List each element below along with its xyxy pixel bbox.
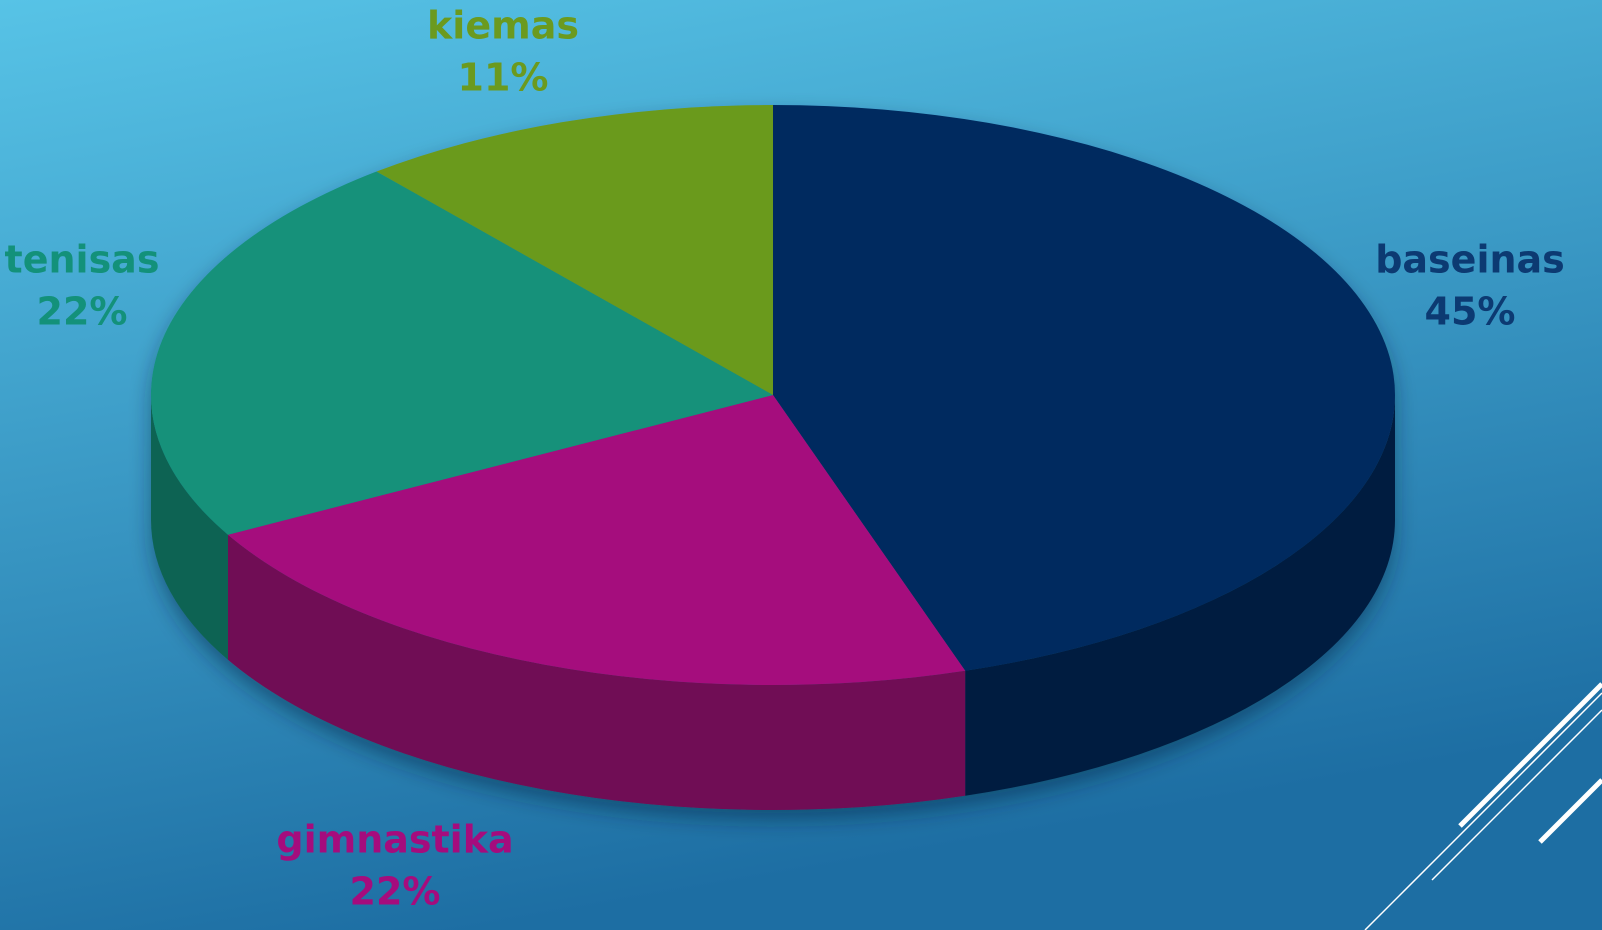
slice-value-label: 22% — [37, 290, 128, 334]
slice-value-label: 22% — [350, 870, 441, 914]
slice-value-label: 11% — [458, 56, 549, 100]
slice-value-label: 45% — [1425, 290, 1516, 334]
slice-side — [965, 395, 1395, 796]
slice — [376, 105, 773, 395]
decoration — [1364, 682, 1602, 930]
slice-side — [227, 534, 966, 810]
slice — [773, 104, 1396, 671]
pie — [151, 104, 1396, 810]
slice-label: kiemas — [427, 4, 579, 48]
slice-side — [151, 395, 228, 660]
labels: baseinas 45% gimnastika 22% tenisas 22% kiemas… — [5, 4, 1565, 914]
slice — [227, 395, 966, 685]
slice-label: baseinas — [1375, 238, 1565, 282]
slice — [151, 171, 774, 535]
slice-label: tenisas — [5, 238, 160, 282]
slice-label: gimnastika — [276, 818, 513, 862]
